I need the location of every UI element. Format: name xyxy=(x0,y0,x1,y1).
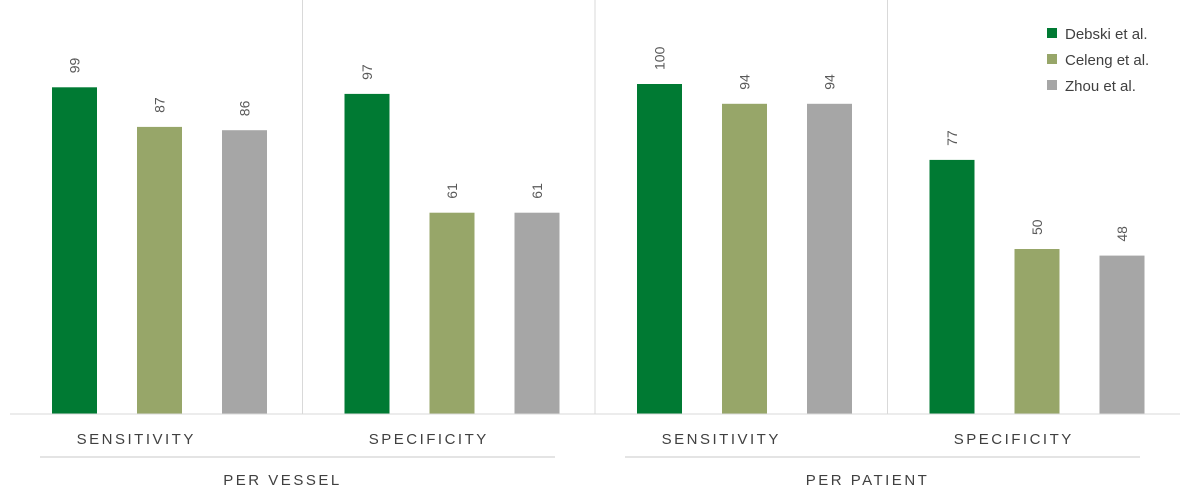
value-label: 50 xyxy=(1029,219,1045,235)
category-label-specificity: SPECIFICITY xyxy=(954,431,1074,448)
bar-debski-et-al-specificity-3 xyxy=(929,159,975,414)
bar-debski-et-al-sensitivity-0 xyxy=(52,87,97,415)
legend: Debski et al. Celeng et al. Zhou et al. xyxy=(1047,26,1149,95)
value-label: 99 xyxy=(67,58,83,74)
bar-zhou-et-al-specificity-1 xyxy=(514,212,560,414)
legend-swatch-debski-et-al xyxy=(1047,28,1057,38)
value-label: 77 xyxy=(944,130,960,146)
value-label: 86 xyxy=(237,100,253,116)
value-label: 94 xyxy=(822,74,838,90)
bar-zhou-et-al-sensitivity-2 xyxy=(807,103,852,415)
legend-swatch-zhou-et-al xyxy=(1047,80,1057,90)
bar-celeng-et-al-specificity-3 xyxy=(1014,249,1060,414)
value-label: 94 xyxy=(737,74,753,90)
category-labels-layer: SENSITIVITY SPECIFICITY SENSITIVITY SPECIFI… xyxy=(77,431,1074,448)
bar-zhou-et-al-sensitivity-0 xyxy=(222,130,267,414)
bar-debski-et-al-sensitivity-2 xyxy=(637,84,682,414)
legend-label-celeng-et-al: Celeng et al. xyxy=(1065,52,1149,69)
value-label: 97 xyxy=(359,64,375,80)
value-labels-layer: 99 87 86 97 61 61 100 94 94 77 50 48 xyxy=(67,46,1131,241)
bar-debski-et-al-specificity-1 xyxy=(344,93,390,415)
category-label-sensitivity: SENSITIVITY xyxy=(77,431,196,448)
bar-celeng-et-al-sensitivity-2 xyxy=(722,103,767,415)
value-label: 61 xyxy=(444,183,460,199)
value-label: 100 xyxy=(652,46,668,70)
group-label-per-patient: PER PATIENT xyxy=(806,472,930,489)
bar-zhou-et-al-specificity-3 xyxy=(1099,255,1145,414)
category-label-specificity: SPECIFICITY xyxy=(369,431,489,448)
group-label-per-vessel: PER VESSEL xyxy=(223,472,341,489)
group-labels-layer: PER VESSEL PER PATIENT xyxy=(40,456,1140,489)
value-label: 87 xyxy=(152,97,168,113)
value-label: 61 xyxy=(529,183,545,199)
bar-celeng-et-al-specificity-1 xyxy=(429,212,475,414)
legend-label-debski-et-al: Debski et al. xyxy=(1065,26,1148,43)
value-label: 48 xyxy=(1114,226,1130,242)
category-separators xyxy=(302,0,888,414)
bars-layer xyxy=(52,84,1145,415)
legend-swatch-celeng-et-al xyxy=(1047,54,1057,64)
bar-celeng-et-al-sensitivity-0 xyxy=(137,126,182,415)
category-label-sensitivity: SENSITIVITY xyxy=(662,431,781,448)
legend-label-zhou-et-al: Zhou et al. xyxy=(1065,78,1136,95)
